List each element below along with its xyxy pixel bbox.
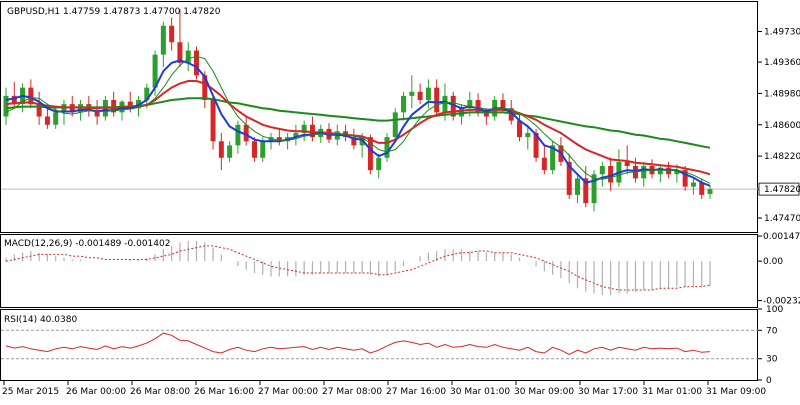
time-tick-label: 27 Mar 16:00 <box>386 387 446 397</box>
candle-body <box>708 189 713 194</box>
candle-body <box>434 88 439 113</box>
time-tick-label: 30 Mar 09:00 <box>514 387 574 397</box>
time-tick-label: 27 Mar 08:00 <box>322 387 382 397</box>
candle-body <box>409 92 414 96</box>
macd-panel-title: MACD(12,26,9) -0.001489 -0.001402 <box>4 239 170 249</box>
candle-body <box>625 162 630 166</box>
candle-body <box>169 26 174 43</box>
time-tick-label: 25 Mar 2015 <box>2 387 59 397</box>
candle-body <box>542 158 547 170</box>
candle-body <box>219 141 224 158</box>
price-tick-label: 1.48600 <box>764 121 800 131</box>
time-tick-label: 31 Mar 01:00 <box>642 387 702 397</box>
candle-body <box>260 141 265 158</box>
price-tick-label: 1.48980 <box>764 89 800 99</box>
candle-body <box>575 178 580 195</box>
rsi-tick-label: 0 <box>766 376 772 386</box>
candle-body <box>186 51 191 63</box>
candle-body <box>211 100 216 141</box>
candle-body <box>418 92 423 100</box>
rsi-panel-title: RSI(14) 40.0380 <box>4 315 77 325</box>
candle-body <box>442 96 447 113</box>
current-price-label: 1.47820 <box>764 185 800 195</box>
macd-tick-label: 0.00 <box>763 257 783 267</box>
candle-body <box>691 183 696 187</box>
price-tick-label: 1.49730 <box>764 28 800 38</box>
time-tick-label: 30 Mar 01:00 <box>450 387 510 397</box>
time-tick-label: 26 Mar 08:00 <box>130 387 190 397</box>
time-tick-label: 31 Mar 09:00 <box>706 387 766 397</box>
candle-body <box>45 117 50 125</box>
candle-body <box>384 137 389 158</box>
candle-body <box>517 121 522 138</box>
candle-body <box>194 51 199 76</box>
candle-body <box>227 145 232 157</box>
candle-body <box>376 158 381 170</box>
candle-body <box>235 125 240 146</box>
rsi-tick-label: 100 <box>766 305 783 315</box>
candle-body <box>401 96 406 113</box>
time-tick-label: 27 Mar 00:00 <box>258 387 318 397</box>
candle-body <box>525 133 530 137</box>
candle-body <box>500 100 505 108</box>
price-tick-label: 1.47470 <box>764 214 800 224</box>
rsi-tick-label: 30 <box>766 355 778 365</box>
macd-tick-label: 0.001478 <box>763 232 800 242</box>
price-tick-label: 1.48220 <box>764 152 800 162</box>
candle-body <box>53 112 58 124</box>
time-tick-label: 26 Mar 00:00 <box>66 387 126 397</box>
candle-body <box>161 26 166 55</box>
candle-body <box>600 166 605 174</box>
candle-body <box>641 166 646 178</box>
candle-body <box>426 88 431 100</box>
candle-body <box>393 112 398 137</box>
candle-body <box>699 183 704 195</box>
time-tick-label: 30 Mar 17:00 <box>578 387 638 397</box>
candle-body <box>252 141 257 158</box>
time-tick-label: 26 Mar 16:00 <box>194 387 254 397</box>
price-tick-label: 1.49360 <box>764 58 800 68</box>
rsi-tick-label: 70 <box>766 326 778 336</box>
price-panel-title: GBPUSD,H1 1.47759 1.47873 1.47700 1.4782… <box>7 7 221 17</box>
